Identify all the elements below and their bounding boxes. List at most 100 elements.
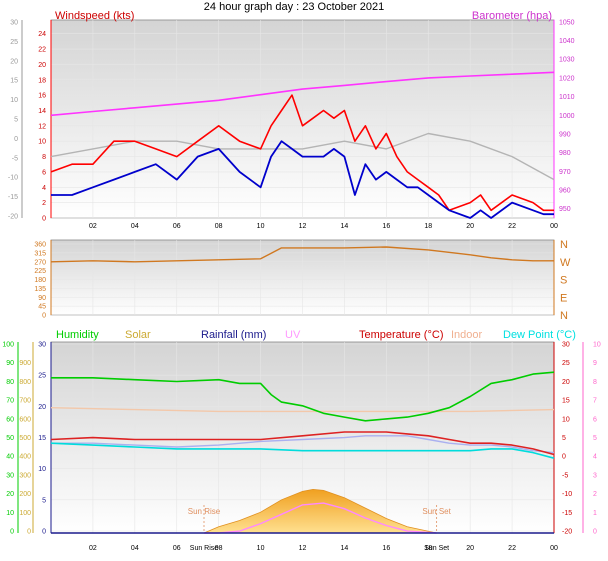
time-tick-label: 18 xyxy=(424,545,432,552)
outer-tick-label: 10 xyxy=(10,97,18,104)
outer-tick-label: -5 xyxy=(12,155,18,162)
windspeed-tick-label: 22 xyxy=(38,47,46,54)
wind-panel-axes xyxy=(21,20,555,218)
temperature-tick-label: 5 xyxy=(562,435,566,442)
time-tick-label: 06 xyxy=(173,545,181,552)
direction-degree-tick: 270 xyxy=(34,259,46,266)
climate-panel-legend: Humidity Solar Rainfall (mm) UV Temperat… xyxy=(56,329,576,341)
uv-tick-label: 10 xyxy=(593,342,601,349)
humidity-tick-label: 50 xyxy=(6,435,14,442)
windspeed-axis-label: Windspeed (kts) xyxy=(55,10,134,22)
time-tick-label: 22 xyxy=(508,223,516,230)
windspeed-tick-label: 2 xyxy=(42,200,46,207)
solar-tick-label: 500 xyxy=(19,435,31,442)
windspeed-tick-label: 18 xyxy=(38,77,46,84)
uv-tick-label: 6 xyxy=(593,416,597,423)
sun-markers: Sun Rise Sun Rise Sun Set Sun Set xyxy=(188,505,452,552)
uv-tick-label: 5 xyxy=(593,435,597,442)
windspeed-tick-label: 16 xyxy=(38,93,46,100)
humidity-tick-label: 80 xyxy=(6,379,14,386)
outer-tick-label: 30 xyxy=(10,20,18,27)
time-tick-label: 14 xyxy=(341,223,349,230)
temperature-label: Temperature (°C) xyxy=(359,329,443,341)
solar-tick-label: 600 xyxy=(19,416,31,423)
time-tick-label: 02 xyxy=(89,223,97,230)
rainfall-tick-label: 20 xyxy=(38,404,46,411)
time-tick-label: 04 xyxy=(131,545,139,552)
time-tick-label: 08 xyxy=(215,223,223,230)
time-tick-label: 06 xyxy=(173,223,181,230)
windspeed-tick-label: 6 xyxy=(42,169,46,176)
wind-panel-series xyxy=(50,71,555,219)
solar-tick-label: 200 xyxy=(19,491,31,498)
uv-tick-label: 8 xyxy=(593,379,597,386)
time-tick-label: 14 xyxy=(341,545,349,552)
sunset-time-label: Sun Set xyxy=(424,545,449,552)
windspeed-tick-label: 20 xyxy=(38,62,46,69)
humidity-label: Humidity xyxy=(56,329,99,341)
direction-degree-tick: 45 xyxy=(38,304,46,311)
uv-tick-label: 7 xyxy=(593,398,597,405)
direction-degree-tick: 90 xyxy=(38,295,46,302)
indoor-label: Indoor xyxy=(451,329,483,341)
time-tick-label: 02 xyxy=(89,545,97,552)
barometer-tick-label: 990 xyxy=(559,131,571,138)
rainfall-tick-label: 5 xyxy=(42,497,46,504)
time-tick-label: 12 xyxy=(299,545,307,552)
rainfall-tick-label: 30 xyxy=(38,342,46,349)
solar-tick-label: 800 xyxy=(19,379,31,386)
temperature-tick-label: 15 xyxy=(562,398,570,405)
barometer-tick-label: 1040 xyxy=(559,38,575,45)
barometer-series-line xyxy=(50,71,555,117)
barometer-axis-label: Barometer (hpa) xyxy=(472,10,552,22)
gray-series-line xyxy=(51,435,555,454)
direction-degree-tick: 360 xyxy=(34,242,46,249)
compass-tick-label: N xyxy=(560,239,568,251)
solar-tick-label: 700 xyxy=(19,398,31,405)
time-tick-label: 18 xyxy=(424,223,432,230)
dew-series-line xyxy=(50,442,555,459)
sunset-label: Sun Set xyxy=(422,507,451,516)
compass-tick-label: W xyxy=(560,257,571,269)
uv-series-line xyxy=(204,502,437,534)
uv-label: UV xyxy=(285,329,301,341)
outer-tick-label: 15 xyxy=(10,78,18,85)
uv-tick-label: 3 xyxy=(593,472,597,479)
humidity-series-line xyxy=(51,371,555,422)
barometer-tick-label: 1020 xyxy=(559,75,575,82)
time-tick-label: 20 xyxy=(466,545,474,552)
humidity-tick-label: 70 xyxy=(6,398,14,405)
humidity-tick-label: 100 xyxy=(2,342,14,349)
barometer-tick-label: 1050 xyxy=(559,19,575,26)
humidity-tick-label: 40 xyxy=(6,454,14,461)
humidity-tick-label: 20 xyxy=(6,491,14,498)
barometer-tick-label: 970 xyxy=(559,169,571,176)
climate-panel-axes xyxy=(17,342,584,533)
time-tick-label: 10 xyxy=(257,545,265,552)
time-tick-label: 08 xyxy=(215,545,223,552)
uv-tick-label: 9 xyxy=(593,360,597,367)
humidity-tick-label: 60 xyxy=(6,416,14,423)
windspeed-series-line xyxy=(50,94,554,212)
outer-tick-label: 0 xyxy=(14,136,18,143)
outer-tick-label: -10 xyxy=(8,175,18,182)
barometer-tick-label: 1010 xyxy=(559,94,575,101)
temperature-tick-label: 0 xyxy=(562,454,566,461)
time-tick-label: 16 xyxy=(382,545,390,552)
windspeed-tick-label: 8 xyxy=(42,154,46,161)
rainfall-tick-label: 25 xyxy=(38,373,46,380)
solar-tick-label: 900 xyxy=(19,360,31,367)
outer-tick-label: 25 xyxy=(10,39,18,46)
temperature-tick-label: 20 xyxy=(562,379,570,386)
humidity-tick-label: 90 xyxy=(6,360,14,367)
time-tick-label: 10 xyxy=(257,223,265,230)
outer-tick-label: -15 xyxy=(8,194,18,201)
windspeed-tick-label: 4 xyxy=(42,185,46,192)
compass-tick-label: E xyxy=(560,292,567,304)
temperature-tick-label: -15 xyxy=(562,510,572,517)
temperature-tick-label: 25 xyxy=(562,360,570,367)
direction-degree-tick: 315 xyxy=(34,250,46,257)
time-tick-label: 12 xyxy=(299,223,307,230)
